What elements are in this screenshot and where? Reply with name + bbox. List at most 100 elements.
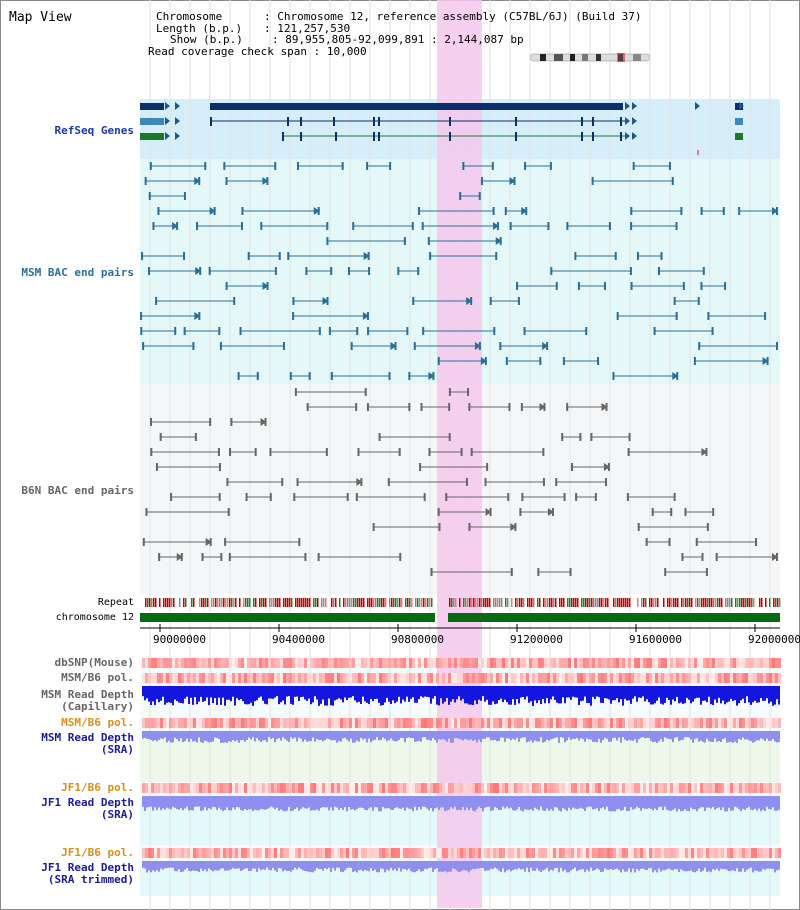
pol-heat-cell [742,783,745,793]
pol-heat-cell [679,658,682,668]
depth-bar [606,861,608,870]
depth-bar [148,796,150,807]
depth-bar [326,686,328,706]
pol-heat-cell [298,718,301,728]
bac-end [229,448,232,456]
track-label-jf1-depth-trimmed[interactable]: JF1 Read Depth [41,861,134,874]
pol-heat-cell [466,658,469,668]
bac-end [465,478,468,486]
pol-heat-cell [736,848,739,858]
depth-bar [626,861,628,872]
depth-bar [676,796,678,812]
track-label-jf1-b6-pol-trimmed[interactable]: JF1/B6 pol. [61,846,134,859]
depth-bar [422,731,424,738]
pol-heat-cell [367,718,370,728]
depth-bar [606,731,608,739]
pol-heat-cell [394,783,397,793]
repeat-mark [429,598,431,607]
pol-heat-cell [778,658,781,668]
pol-heat-cell [583,718,586,728]
depth-bar [296,796,298,808]
pol-heat-cell [334,658,337,668]
repeat-mark [745,598,747,607]
depth-bar [178,731,180,742]
track-label-msm-depth-capillary-sub: (Capillary) [61,700,134,713]
track-label-msm-depth-sra[interactable]: MSM Read Depth [41,731,134,744]
depth-bar [232,796,234,808]
track-label-msm-depth-capillary[interactable]: MSM Read Depth [41,688,134,701]
repeat-mark [559,598,561,607]
depth-bar [546,861,548,868]
track-label-msm-b6-pol-sra[interactable]: MSM/B6 pol. [61,716,134,729]
repeat-mark [289,598,291,607]
depth-bar [346,686,348,701]
depth-bar [156,861,158,871]
track-label-b6n-bac[interactable]: B6N BAC end pairs [21,484,134,497]
depth-bar [694,686,696,699]
repeat-mark [613,598,615,607]
depth-bar [654,861,656,871]
pol-heat-cell [199,718,202,728]
depth-bar [688,731,690,738]
depth-bar [602,686,604,703]
pol-heat-cell [262,673,265,683]
pol-heat-cell [487,658,490,668]
pol-heat-cell [505,848,508,858]
depth-bar [758,731,760,741]
depth-bar [596,796,598,809]
depth-bar [382,861,384,869]
depth-bar [632,861,634,869]
chromosome-ideogram[interactable] [530,53,650,62]
pol-heat-cell [142,658,145,668]
repeat-mark [423,598,425,607]
bac-end [326,237,329,245]
depth-bar [490,731,492,741]
pol-heat-cell [436,658,439,668]
pol-heat-cell [187,718,190,728]
depth-bar [402,731,404,739]
pol-heat-cell [493,673,496,683]
pol-heat-cell [769,783,772,793]
pol-heat-cell [700,673,703,683]
depth-bar [532,731,534,743]
pol-heat-cell [775,718,778,728]
pol-heat-cell [199,673,202,683]
track-label-refseq[interactable]: RefSeq Genes [54,124,134,137]
pol-heat-cell [418,848,421,858]
depth-bar [666,796,668,810]
track-label-jf1-depth-sra[interactable]: JF1 Read Depth [41,796,134,809]
pol-heat-cell [577,718,580,728]
depth-bar [764,796,766,811]
track-label-msm-b6-pol[interactable]: MSM/B6 pol. [61,671,134,684]
depth-bar [450,796,452,808]
pol-heat-cell [229,848,232,858]
repeat-mark [753,598,755,607]
depth-bar [584,861,586,873]
depth-bar [590,861,592,868]
depth-bar [376,861,378,873]
track-label-dbsnp[interactable]: dbSNP(Mouse) [54,656,134,669]
depth-bar [466,731,468,740]
depth-bar [462,796,464,808]
pol-heat-cell [412,673,415,683]
depth-bar [164,731,166,738]
pol-heat-cell [655,658,658,668]
bac-end [505,357,508,365]
pol-heat-cell [544,783,547,793]
pol-heat-cell [349,783,352,793]
depth-bar [756,796,758,811]
repeat-mark [483,598,485,607]
tick-label: 90000000 [153,633,206,646]
pol-heat-cell [223,718,226,728]
track-label-msm-bac[interactable]: MSM BAC end pairs [21,266,134,279]
pol-heat-cell [298,783,301,793]
depth-bar [186,861,188,868]
depth-bar [530,731,532,741]
pol-heat-cell [268,673,271,683]
depth-bar [182,731,184,743]
bac-end [218,493,221,501]
pol-heat-cell [256,658,259,668]
depth-bar [400,796,402,809]
track-label-jf1-b6-pol[interactable]: JF1/B6 pol. [61,781,134,794]
